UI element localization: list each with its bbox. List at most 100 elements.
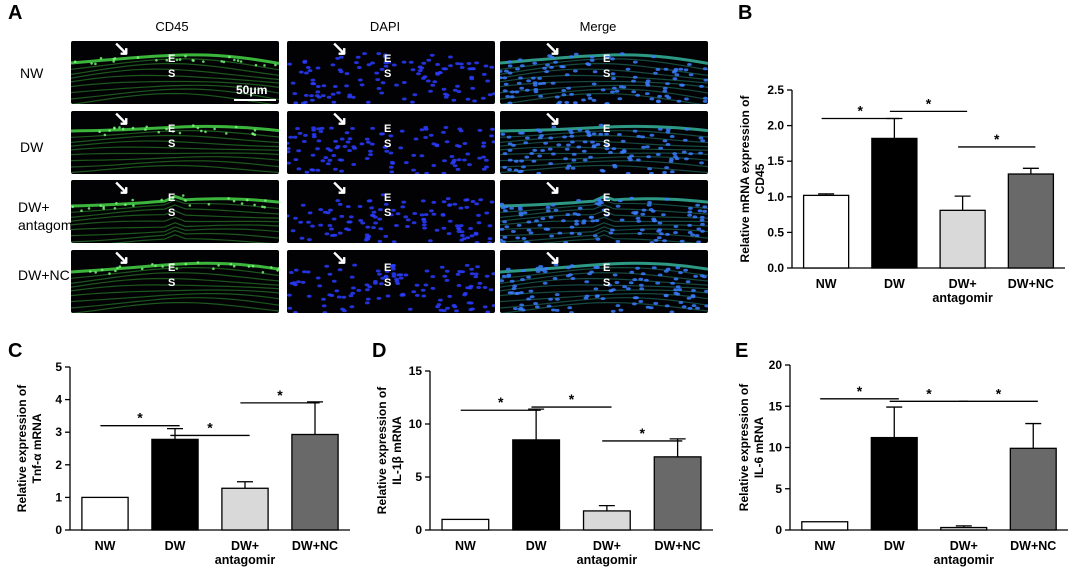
row-label-text: NW: [20, 65, 44, 81]
epithelium-mark: E: [384, 192, 392, 204]
arrow-icon: ↘: [113, 41, 130, 60]
significance-star: *: [569, 391, 575, 407]
micrograph-merge: ↘ E S: [500, 250, 708, 313]
stroma-mark: S: [168, 138, 176, 150]
arrow-icon: ↘: [331, 180, 348, 199]
x-tick-label: DW+NC: [1008, 277, 1054, 291]
bar-3: [1007, 173, 1055, 269]
epithelium-mark: E: [384, 262, 392, 274]
bar-1: [871, 137, 918, 269]
bar-2: [939, 209, 986, 269]
micrograph-cd45: ↘ E S: [71, 180, 279, 243]
y-tick-label: 15: [769, 399, 783, 413]
arrow-icon: ↘: [544, 111, 561, 130]
y-tick-label: 1.0: [767, 190, 784, 204]
bar-2: [940, 526, 988, 531]
x-tick-label: DW+NC: [292, 539, 338, 553]
significance-star: *: [926, 385, 932, 401]
epithelium-mark: E: [384, 53, 392, 65]
y-tick-label: 0.0: [767, 261, 784, 275]
y-tick-label: 2.5: [767, 83, 784, 97]
row-label-dw: DW: [20, 138, 43, 156]
significance-star: *: [498, 394, 504, 410]
significance-star: *: [137, 410, 143, 426]
bar-1: [512, 439, 561, 531]
bar-0: [802, 194, 850, 269]
x-tick-label: DW+ antagomir: [934, 539, 995, 567]
y-axis-label: Relative expression ofTnf-α mRNA: [15, 384, 44, 512]
y-tick-label: 2: [55, 458, 62, 472]
y-tick-label: 1.5: [767, 154, 784, 168]
y-tick-label: 0: [415, 523, 422, 537]
y-axis-label: Relative mRNA expression ofCD45: [738, 95, 767, 263]
x-tick-label: NW: [95, 539, 116, 553]
y-tick-label: 0: [775, 523, 782, 537]
stroma-mark: S: [168, 207, 176, 219]
row-label-nw: NW: [20, 64, 43, 82]
scale-bar-label: 50μm: [236, 83, 268, 97]
significance-star: *: [996, 385, 1002, 401]
stroma-mark: S: [603, 68, 611, 80]
arrow-icon: ↘: [544, 180, 561, 199]
y-tick-label: 2.0: [767, 119, 784, 133]
panel-letter-a: A: [8, 2, 23, 24]
micrograph-dapi: ↘ E S: [287, 41, 495, 104]
y-tick-label: 0: [55, 523, 62, 537]
micrograph-dapi: ↘ E S: [287, 250, 495, 313]
micrograph-dapi: ↘ E S: [287, 180, 495, 243]
arrow-icon: ↘: [331, 41, 348, 60]
arrow-icon: ↘: [331, 111, 348, 130]
stroma-mark: S: [384, 68, 392, 80]
stroma-mark: S: [384, 138, 392, 150]
column-title-merge: Merge: [579, 19, 617, 34]
significance-star: *: [926, 95, 932, 111]
stroma-mark: S: [603, 138, 611, 150]
stroma-mark: S: [384, 207, 392, 219]
bar-2: [582, 510, 631, 531]
bar-1: [151, 438, 199, 531]
bar-0: [81, 496, 129, 531]
x-tick-label: NW: [814, 539, 835, 553]
arrow-icon: ↘: [113, 180, 130, 199]
arrow-icon: ↘: [544, 250, 561, 269]
bar-3: [1009, 447, 1057, 531]
significance-star: *: [277, 387, 283, 403]
arrow-icon: ↘: [113, 111, 130, 130]
arrow-icon: ↘: [113, 250, 130, 269]
epithelium-mark: E: [603, 192, 611, 204]
chart-tnf-alpha-mrna: Relative expression ofTnf-α mRNA 0 1 2 3 4 5 NW…: [15, 360, 350, 567]
y-tick-label: 5: [55, 360, 62, 374]
epithelium-mark: E: [603, 123, 611, 135]
row-label-text: DW+NC: [18, 267, 70, 283]
panel-letter-c: C: [8, 340, 23, 362]
y-tick-label: 5: [415, 470, 422, 484]
panel-letter-e: E: [735, 340, 749, 362]
epithelium-mark: E: [168, 192, 176, 204]
significance-star: *: [640, 425, 646, 441]
micrograph-merge: ↘ E S: [500, 180, 708, 243]
stroma-mark: S: [168, 68, 176, 80]
row-label-dw-antagomir: DW+ antagomir: [18, 198, 80, 234]
y-tick-label: 1: [55, 490, 62, 504]
x-tick-label: DW: [165, 539, 186, 553]
chart-il-1beta-mrna: Relative expression ofIL-1β mRNA 0 5 10 15 NW…: [375, 364, 713, 567]
y-axis-label: Relative expression ofIL-6 mRNA: [737, 383, 766, 511]
scale-bar: [234, 99, 276, 101]
column-title-cd45: CD45: [155, 19, 189, 34]
significance-star: *: [994, 131, 1000, 147]
epithelium-mark: E: [168, 262, 176, 274]
micrograph-dapi: ↘ E S: [287, 111, 495, 174]
bar-0: [441, 518, 490, 531]
stroma-mark: S: [384, 277, 392, 289]
x-tick-label: DW+NC: [655, 539, 701, 553]
row-label-text: DW+: [18, 199, 50, 215]
bar-0: [801, 521, 849, 531]
arrow-icon: ↘: [331, 250, 348, 269]
y-tick-label: 10: [409, 417, 423, 431]
bar-2: [221, 487, 269, 531]
stroma-mark: S: [603, 207, 611, 219]
micrograph-cd45: ↘ E S: [71, 111, 279, 174]
significance-star: *: [857, 383, 863, 399]
x-tick-label: DW: [884, 277, 905, 291]
row-label-dw-nc: DW+NC: [18, 266, 70, 284]
